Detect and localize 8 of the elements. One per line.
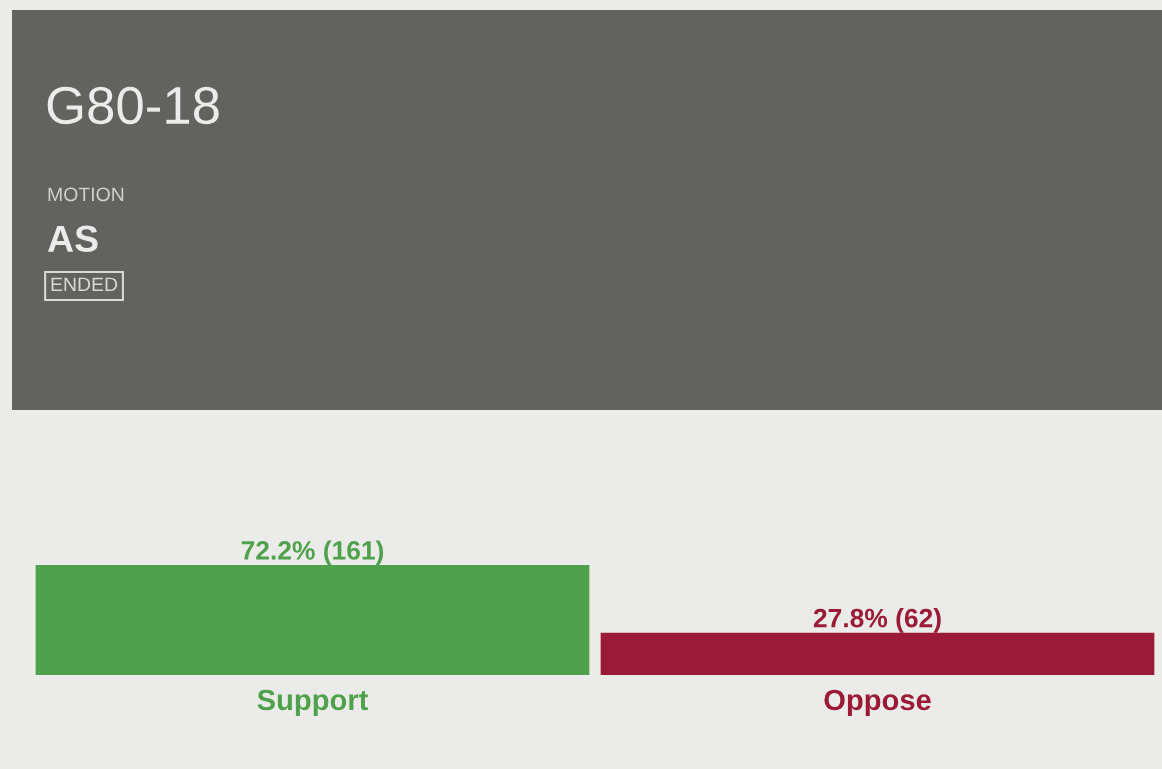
chart-title: G80-18 (47, 86, 219, 125)
text: AS (47, 225, 98, 253)
data-label: 72.2% (161) (241, 540, 384, 565)
x-tick-label: Oppose (824, 689, 931, 717)
text: ENDED (51, 277, 118, 292)
data-label: 27.8% (62) (813, 608, 941, 633)
x-tick-label: Support (257, 689, 369, 717)
chart-subtitle: MOTION (48, 187, 124, 202)
